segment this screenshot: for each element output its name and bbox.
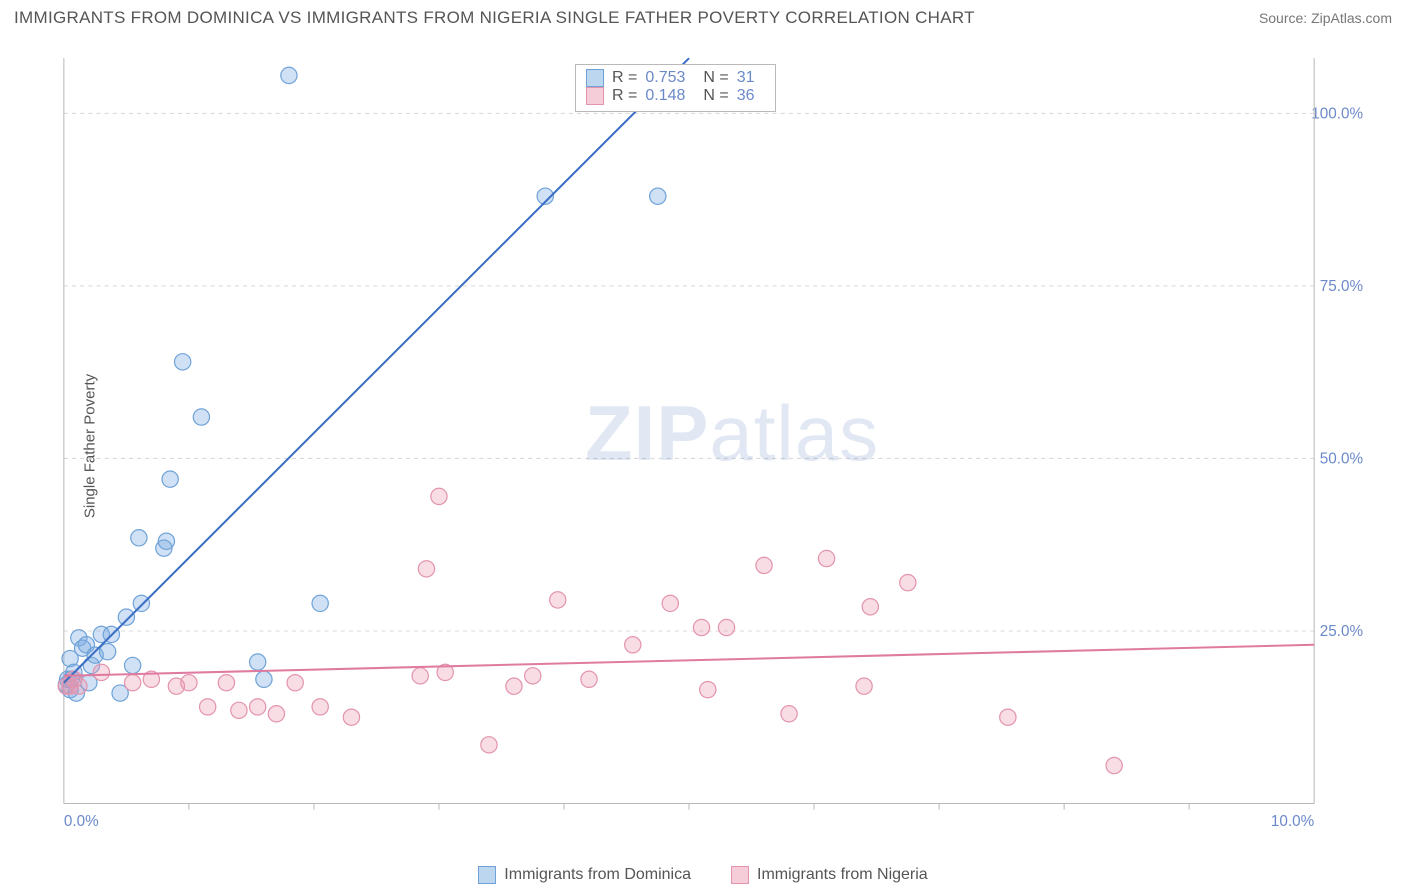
data-point-dominica xyxy=(250,654,266,670)
legend: Immigrants from Dominica Immigrants from … xyxy=(0,866,1406,884)
data-point-dominica xyxy=(256,671,272,687)
data-point-nigeria xyxy=(124,675,140,691)
y-tick-label: 25.0% xyxy=(1320,623,1364,640)
data-point-dominica xyxy=(131,530,147,546)
data-point-nigeria xyxy=(581,671,597,687)
data-point-nigeria xyxy=(312,699,328,715)
legend-item-nigeria[interactable]: Immigrants from Nigeria xyxy=(731,866,928,884)
data-point-nigeria xyxy=(218,675,234,691)
legend-label-dominica: Immigrants from Dominica xyxy=(504,866,691,884)
data-point-nigeria xyxy=(231,702,247,718)
data-point-dominica xyxy=(193,409,209,425)
data-point-dominica xyxy=(124,657,140,673)
data-point-nigeria xyxy=(862,599,878,615)
data-point-nigeria xyxy=(200,699,216,715)
data-point-dominica xyxy=(281,67,297,83)
data-point-nigeria xyxy=(818,550,834,566)
data-point-nigeria xyxy=(71,678,87,694)
r-label: R = xyxy=(612,87,637,105)
x-tick-label: 0.0% xyxy=(64,813,99,830)
data-point-nigeria xyxy=(343,709,359,725)
r-value-dominica: 0.753 xyxy=(645,69,695,87)
page-title: IMMIGRANTS FROM DOMINICA VS IMMIGRANTS F… xyxy=(14,8,975,28)
data-point-dominica xyxy=(312,595,328,611)
legend-swatch-nigeria xyxy=(586,87,604,105)
data-point-dominica xyxy=(174,354,190,370)
data-point-nigeria xyxy=(287,675,303,691)
data-point-nigeria xyxy=(550,592,566,608)
data-point-nigeria xyxy=(431,488,447,504)
data-point-nigeria xyxy=(1106,757,1122,773)
data-point-dominica xyxy=(133,595,149,611)
data-point-dominica xyxy=(162,471,178,487)
data-point-dominica xyxy=(650,188,666,204)
n-label: N = xyxy=(703,87,728,105)
data-point-nigeria xyxy=(525,668,541,684)
y-tick-label: 50.0% xyxy=(1320,451,1364,468)
data-point-dominica xyxy=(118,609,134,625)
correlation-stats-box: R = 0.753 N = 31 R = 0.148 N = 36 xyxy=(575,64,776,112)
data-point-nigeria xyxy=(250,699,266,715)
data-point-nigeria xyxy=(418,561,434,577)
data-point-nigeria xyxy=(412,668,428,684)
source-attribution: Source: ZipAtlas.com xyxy=(1259,10,1392,26)
data-point-nigeria xyxy=(93,664,109,680)
r-value-nigeria: 0.148 xyxy=(645,87,695,105)
data-point-dominica xyxy=(158,533,174,549)
legend-swatch-dominica xyxy=(478,866,496,884)
data-point-nigeria xyxy=(481,737,497,753)
y-tick-label: 100.0% xyxy=(1311,105,1363,122)
data-point-nigeria xyxy=(756,557,772,573)
source-link[interactable]: ZipAtlas.com xyxy=(1311,10,1392,26)
data-point-nigeria xyxy=(1000,709,1016,725)
source-prefix: Source: xyxy=(1259,10,1311,26)
legend-swatch-nigeria xyxy=(731,866,749,884)
stats-row-dominica: R = 0.753 N = 31 xyxy=(586,69,765,87)
stats-row-nigeria: R = 0.148 N = 36 xyxy=(586,87,765,105)
data-point-nigeria xyxy=(781,706,797,722)
data-point-nigeria xyxy=(662,595,678,611)
n-label: N = xyxy=(703,69,728,87)
y-tick-label: 75.0% xyxy=(1320,278,1364,295)
legend-item-dominica[interactable]: Immigrants from Dominica xyxy=(478,866,691,884)
legend-swatch-dominica xyxy=(586,69,604,87)
data-point-nigeria xyxy=(693,619,709,635)
data-point-nigeria xyxy=(856,678,872,694)
data-point-nigeria xyxy=(700,681,716,697)
data-point-nigeria xyxy=(625,637,641,653)
legend-label-nigeria: Immigrants from Nigeria xyxy=(757,866,928,884)
x-tick-label: 10.0% xyxy=(1271,813,1315,830)
n-value-nigeria: 36 xyxy=(737,87,765,105)
n-value-dominica: 31 xyxy=(737,69,765,87)
data-point-nigeria xyxy=(181,675,197,691)
chart-area: 25.0%50.0%75.0%100.0%0.0%10.0% ZIPatlas … xyxy=(45,48,1386,832)
data-point-nigeria xyxy=(900,575,916,591)
data-point-nigeria xyxy=(506,678,522,694)
scatter-chart: 25.0% 50.0% 75.0% 100.0% 0.0% 10.0% xyxy=(45,48,1386,832)
r-label: R = xyxy=(612,69,637,87)
regression-line-dominica xyxy=(64,58,689,683)
data-point-nigeria xyxy=(268,706,284,722)
data-point-nigeria xyxy=(718,619,734,635)
